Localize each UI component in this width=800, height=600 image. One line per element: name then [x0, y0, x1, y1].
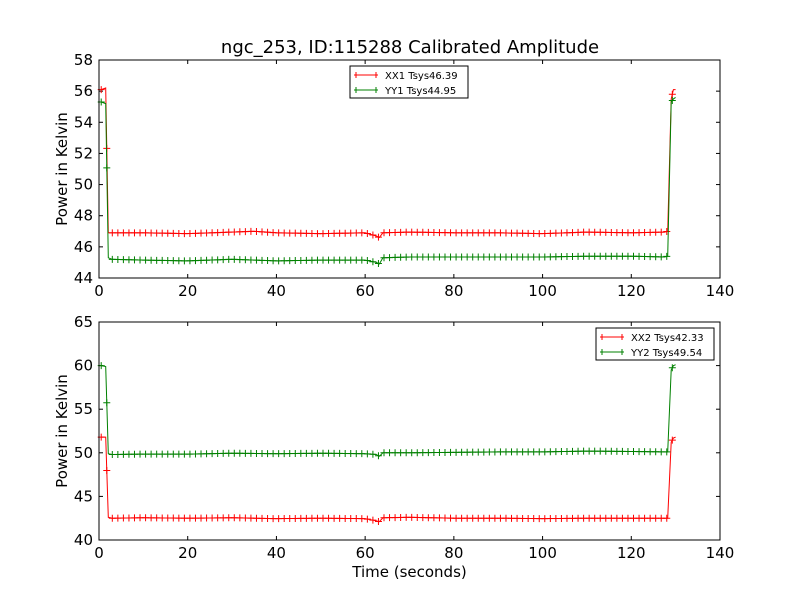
bottom-y-tick-label: 55 [74, 400, 93, 418]
top-y-tick-label: 56 [74, 82, 93, 100]
top-x-tick-label: 0 [94, 282, 104, 300]
top-y-tick-label: 58 [74, 51, 93, 69]
bottom-series-1-marker [668, 436, 676, 444]
bottom-series-2-marker [668, 364, 676, 372]
top-plot-panel: 0 20 40 60 80 100 120 140 44 46 48 50 52 54 56 58 Power … [53, 51, 734, 300]
bottom-legend-marker-1 [601, 334, 623, 340]
bottom-series-1-marker [363, 515, 371, 523]
top-x-tick-label: 140 [706, 282, 735, 300]
top-series-1-marker [374, 233, 382, 241]
bottom-x-axis-title: Time (seconds) [351, 563, 467, 581]
bottom-y-tick-label: 65 [74, 313, 93, 331]
top-series-2-marker [668, 96, 676, 104]
bottom-x-tick-label: 40 [267, 544, 286, 562]
bottom-series-1-marker [103, 467, 111, 475]
top-series-2-marker [663, 252, 671, 260]
bottom-legend-marker-2 [601, 349, 623, 355]
top-series-1-marker [657, 228, 665, 236]
top-x-tick-label: 20 [178, 282, 197, 300]
bottom-legend-box [595, 327, 715, 361]
bottom-legend-label-2: YY2 Tsys49.54 [630, 348, 702, 359]
top-series-2-marker [103, 164, 111, 172]
top-series-2-marker [374, 260, 382, 268]
bottom-series-2-marker [374, 452, 382, 460]
top-x-tick-label: 40 [267, 282, 286, 300]
top-series-1-marker [369, 231, 377, 239]
bottom-y-tick-label: 60 [74, 357, 93, 375]
top-x-tick-label: 100 [528, 282, 557, 300]
top-series-1-marker [663, 228, 671, 236]
bottom-y-tick-label: 40 [74, 531, 93, 549]
top-y-tick-label: 44 [74, 269, 93, 287]
top-plot-frame [98, 59, 721, 279]
top-series-1-marker [668, 90, 676, 98]
chart-title: ngc_253, ID:115288 Calibrated Amplitude [221, 37, 599, 58]
bottom-legend: XX2 Tsys42.33 YY2 Tsys49.54 [595, 327, 715, 361]
bottom-series-1-marker [374, 517, 382, 525]
top-y-tick-label: 52 [74, 144, 93, 162]
bottom-series-1-marker [663, 514, 671, 522]
bottom-y-tick-label: 45 [74, 487, 93, 505]
top-series-1-marker [358, 229, 366, 237]
top-legend-marker-2 [355, 87, 377, 93]
top-x-tick-label: 120 [617, 282, 646, 300]
bottom-legend-label-1: XX2 Tsys42.33 [631, 333, 704, 344]
bottom-y-axis-title: Power in Kelvin [53, 374, 71, 488]
bottom-x-tick-label: 20 [178, 544, 197, 562]
top-legend-label-1: XX1 Tsys46.39 [385, 71, 458, 82]
bottom-x-tick-label: 140 [706, 544, 735, 562]
bottom-x-tick-label: 100 [528, 544, 557, 562]
top-x-tick-label: 80 [444, 282, 463, 300]
top-series-2-marker [369, 258, 377, 266]
top-x-tick-label: 60 [356, 282, 375, 300]
bottom-x-tick-label: 120 [617, 544, 646, 562]
top-y-tick-label: 54 [74, 113, 93, 131]
top-legend-marker-1 [355, 72, 377, 78]
top-legend-label-2: YY1 Tsys44.95 [384, 86, 456, 97]
bottom-plot-frame [98, 321, 721, 541]
bottom-series-2-marker [369, 450, 377, 458]
top-legend-box [349, 65, 469, 99]
top-y-tick-label: 50 [74, 176, 93, 194]
top-legend: XX1 Tsys46.39 YY1 Tsys44.95 [349, 65, 469, 99]
top-series-1-marker [363, 229, 371, 237]
bottom-series-1-marker [369, 516, 377, 524]
bottom-series-2-marker [103, 399, 111, 407]
bottom-y-tick-label: 50 [74, 444, 93, 462]
bottom-x-tick-label: 80 [444, 544, 463, 562]
top-y-tick-label: 46 [74, 238, 93, 256]
top-y-axis-title: Power in Kelvin [53, 112, 71, 226]
bottom-x-tick-label: 60 [356, 544, 375, 562]
bottom-series-2-marker [663, 448, 671, 456]
top-series-2-marker [363, 257, 371, 265]
bottom-x-tick-label: 0 [94, 544, 104, 562]
bottom-plot-panel: 0 20 40 60 80 100 120 140 40 45 50 55 60 65 Power in K… [53, 313, 734, 581]
top-y-tick-label: 48 [74, 207, 93, 225]
